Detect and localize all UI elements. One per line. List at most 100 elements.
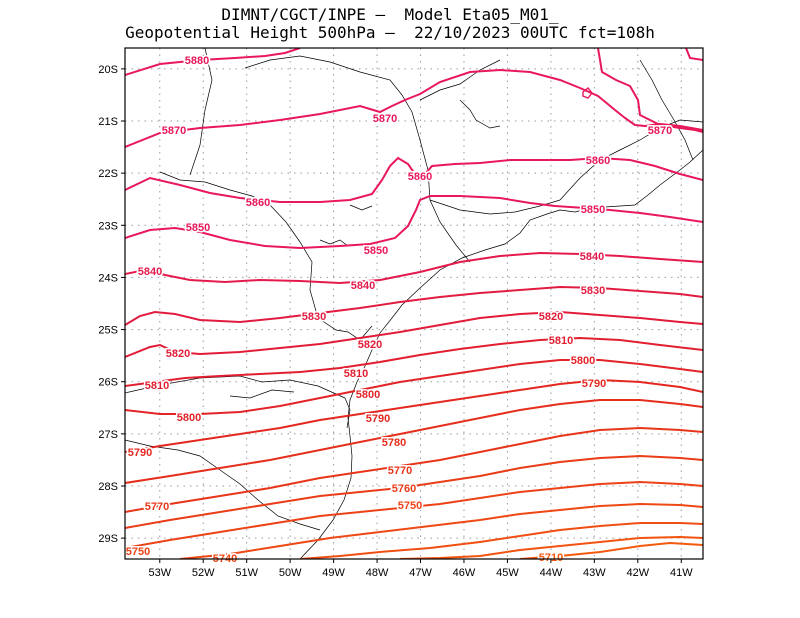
contour-label-5800: 5800 [177, 412, 201, 424]
contour-label-5780: 5780 [382, 437, 406, 449]
axis-ticks: 20S 21S 22S 23S 24S 25S 26S 27S 28S 29S 53W 52W 51W 5… [98, 64, 693, 579]
lat-tick-label: 23S [98, 220, 118, 232]
state-border [344, 397, 351, 429]
contour-label-5810: 5810 [145, 380, 169, 392]
contour-label-5860: 5860 [408, 171, 432, 183]
contour-label-5820: 5820 [539, 311, 563, 323]
contour-line-5840 [125, 251, 703, 285]
contour-line-5790 [125, 378, 703, 453]
contour-line-5880 [685, 48, 703, 61]
lat-tick-label: 22S [98, 168, 118, 180]
contour-line-5770 [125, 426, 703, 513]
contour-lines [125, 48, 703, 559]
lon-tick-label: 44W [540, 567, 563, 579]
lon-tick-label: 51W [235, 567, 258, 579]
state-border [125, 439, 321, 531]
contour-label-5850: 5850 [581, 204, 605, 216]
contour-label-5870: 5870 [648, 125, 672, 137]
contour-label-5850: 5850 [186, 222, 210, 234]
contour-label-5860: 5860 [586, 155, 610, 167]
state-border [244, 55, 471, 263]
contour-line-5850 [125, 195, 703, 250]
river [319, 239, 349, 247]
contour-label-5810: 5810 [549, 335, 573, 347]
lon-tick-label: 42W [626, 567, 649, 579]
contour-line-5760 [125, 454, 703, 529]
contour-label-5790: 5790 [128, 447, 152, 459]
coastline-and-borders [125, 48, 703, 559]
contour-line-5860 [125, 156, 703, 203]
contour-line-5810 [125, 336, 703, 387]
contour-label-5850: 5850 [364, 245, 388, 257]
contour-label-5880: 5880 [185, 55, 209, 67]
contour-label-5820: 5820 [166, 348, 190, 360]
contour-label-5770: 5770 [145, 501, 169, 513]
contour-line-5720 [399, 535, 703, 559]
contour-line-5730 [299, 522, 703, 559]
state-border [229, 389, 295, 399]
lon-tick-label: 45W [496, 567, 519, 579]
contour-label-5830: 5830 [581, 285, 605, 297]
contour-labels: 5880 5870 5870 5870 5860 5860 5860 5850 5850 5850… [124, 54, 673, 567]
contour-line-5750 [125, 480, 703, 549]
state-border [189, 48, 213, 176]
contour-label-5760: 5760 [392, 483, 416, 495]
contour-line-5830 [125, 285, 703, 326]
lat-tick-label: 27S [98, 429, 118, 441]
lon-tick-label: 43W [583, 567, 606, 579]
contour-label-5750: 5750 [398, 500, 422, 512]
state-border [125, 375, 346, 399]
contour-line-5740 [179, 502, 703, 559]
contour-line-5870 [125, 68, 703, 148]
lon-tick-label: 53W [148, 567, 171, 579]
contour-label-5790: 5790 [366, 413, 390, 425]
contour-label-5840: 5840 [351, 280, 375, 292]
state-border [559, 119, 703, 201]
state-border [317, 317, 373, 341]
contour-line-5780 [125, 399, 703, 484]
contour-label-5840: 5840 [580, 251, 604, 263]
lon-tick-label: 41W [670, 567, 693, 579]
river [459, 99, 501, 129]
contour-line-5710 [519, 541, 703, 559]
contour-label-5820: 5820 [358, 339, 382, 351]
contour-label-5860: 5860 [246, 197, 270, 209]
river [349, 204, 373, 211]
state-border [159, 171, 319, 319]
title-line-1: DIMNT/CGCT/INPE – Model Eta05_M01_ [221, 5, 559, 24]
contour-label-5800: 5800 [356, 389, 380, 401]
lat-tick-label: 21S [98, 116, 118, 128]
lon-tick-label: 48W [366, 567, 389, 579]
contour-label-5800: 5800 [571, 355, 595, 367]
contour-label-5790: 5790 [582, 378, 606, 390]
lat-tick-label: 24S [98, 272, 118, 284]
lat-tick-label: 25S [98, 325, 118, 337]
contour-label-5750: 5750 [126, 546, 150, 558]
state-border [419, 59, 501, 101]
contour-label-5870: 5870 [162, 125, 186, 137]
contour-label-5810: 5810 [344, 368, 368, 380]
contour-line-5820 [125, 310, 703, 358]
lat-tick-label: 29S [98, 533, 118, 545]
lat-tick-label: 28S [98, 481, 118, 493]
contour-label-5840: 5840 [138, 266, 162, 278]
contour-label-5830: 5830 [302, 311, 326, 323]
state-border [639, 59, 694, 161]
lon-tick-label: 46W [453, 567, 476, 579]
contour-closed-5880 [582, 87, 593, 99]
lon-tick-label: 50W [279, 567, 302, 579]
lon-tick-label: 52W [192, 567, 215, 579]
contour-line-5880 [125, 48, 301, 76]
coastline [299, 149, 703, 559]
title-line-2: Geopotential Height 500hPa – 22/10/2023 … [125, 23, 655, 42]
contour-line-5880 [597, 48, 703, 133]
state-border [429, 199, 561, 215]
plot-frame [124, 47, 704, 560]
lat-tick-label: 20S [98, 64, 118, 76]
contour-label-5870: 5870 [373, 113, 397, 125]
lat-tick-label: 26S [98, 377, 118, 389]
lon-tick-label: 49W [322, 567, 345, 579]
contour-line-5800 [125, 359, 703, 415]
lon-tick-label: 47W [409, 567, 432, 579]
